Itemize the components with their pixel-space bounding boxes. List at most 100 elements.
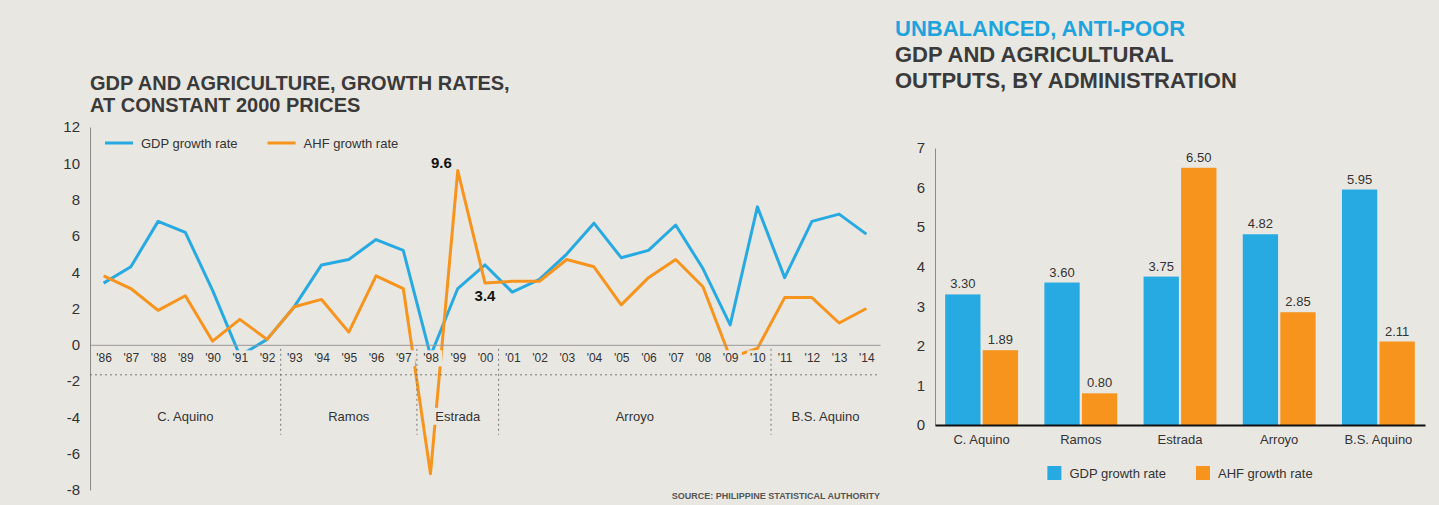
tick: C. Aquino	[953, 425, 1009, 447]
label-patch	[802, 350, 824, 366]
tick: 8	[72, 191, 90, 208]
tick: '00	[475, 345, 497, 367]
tick-label: '04	[587, 351, 603, 365]
source: SOURCE: PHILIPPINE STATISTICAL AUTHORITY	[672, 491, 880, 501]
data-label: 4.82	[1248, 216, 1273, 231]
plot-lines	[104, 171, 867, 474]
legend-swatch	[1047, 466, 1061, 480]
legend-item: AHF growth rate	[268, 136, 399, 151]
label-patch	[432, 408, 484, 425]
label-patch	[856, 350, 878, 366]
tick-label: '14	[859, 351, 875, 365]
tick-label: '00	[478, 351, 494, 365]
tick-label: 2	[72, 300, 80, 317]
label-patch	[325, 408, 373, 425]
tick-label: -6	[67, 445, 80, 462]
legend-label: GDP growth rate	[141, 136, 238, 151]
tick-label: '06	[641, 351, 657, 365]
plot-bars	[945, 168, 1415, 425]
tick-label: 4	[72, 264, 80, 281]
tick: '95	[338, 345, 360, 367]
group-rule	[90, 374, 880, 375]
label-patch	[529, 350, 551, 366]
tick: '05	[611, 345, 633, 367]
tick: 12	[63, 118, 90, 135]
text-line: GDP AND AGRICULTURE, GROWTH RATES,	[90, 72, 510, 94]
bar	[1243, 234, 1278, 425]
label-patch	[611, 350, 633, 366]
tick: '89	[175, 345, 197, 367]
data-labels: 3.303.603.754.825.951.890.806.502.852.11	[950, 150, 1409, 391]
tick-label: 0	[917, 416, 925, 433]
tick-label: '96	[369, 351, 385, 365]
group-separator	[498, 349, 499, 435]
tick-label: '05	[614, 351, 630, 365]
label-patch	[175, 350, 197, 366]
annotation: 9.6	[431, 154, 452, 171]
label-patch	[393, 350, 415, 366]
tick-label: 1	[917, 377, 925, 394]
tick: '12	[802, 345, 824, 367]
bar	[945, 294, 980, 425]
tick-label: 3	[917, 298, 925, 315]
tick: '08	[693, 345, 715, 367]
group-label: B.S. Aquino	[792, 409, 860, 424]
tick: '09	[720, 345, 742, 367]
tick: '99	[447, 345, 469, 367]
tick: Estrada	[1158, 425, 1204, 447]
background	[0, 0, 1439, 505]
tick: '10	[747, 345, 769, 367]
data-label: 2.85	[1285, 294, 1310, 309]
tick: -2	[67, 372, 90, 389]
tick: 7	[917, 139, 935, 156]
tick-label: '93	[287, 351, 303, 365]
tick: '92	[257, 345, 279, 367]
text-line: OUTPUTS, BY ADMINISTRATION	[895, 68, 1237, 93]
tick: 3	[917, 298, 935, 315]
bar-chart: UNBALANCED, ANTI-POORGDP AND AGRICULTURA…	[895, 16, 1426, 481]
text-line: AT CONSTANT 2000 PRICES	[90, 94, 360, 116]
x-axis: C. AquinoRamosEstradaArroyoB.S. Aquino	[936, 425, 1426, 447]
tick-label: '91	[233, 351, 249, 365]
tick-label: '92	[260, 351, 276, 365]
tick: 10	[63, 155, 90, 172]
y-axis: -8-6-4-2024681012	[63, 118, 90, 498]
label-patch	[148, 350, 170, 366]
label-patch	[556, 350, 578, 366]
tick-label: '11	[778, 351, 793, 365]
line-chart: GDP AND AGRICULTURE, GROWTH RATES,AT CON…	[63, 72, 880, 501]
tick-label: '88	[151, 351, 167, 365]
legend: GDP growth rateAHF growth rate	[1047, 466, 1312, 481]
tick-label: '87	[124, 351, 140, 365]
legend-swatch	[105, 142, 133, 145]
tick: '93	[284, 345, 306, 367]
tick-label: '94	[314, 351, 330, 365]
label-patch	[447, 350, 469, 366]
tick: '94	[311, 345, 333, 367]
label-patch	[284, 350, 306, 366]
tick: B.S. Aquino	[1344, 425, 1412, 447]
legend-item: GDP growth rate	[105, 136, 238, 151]
group-separator	[416, 349, 417, 435]
tick-label: -4	[67, 409, 80, 426]
text-line: GDP AND AGRICULTURAL	[895, 42, 1174, 67]
label-patch	[311, 350, 333, 366]
tick: Arroyo	[1260, 425, 1298, 447]
tick: 2	[72, 300, 90, 317]
tick: '06	[638, 345, 660, 367]
label-patch	[202, 350, 224, 366]
label-patch	[502, 350, 524, 366]
label-patch	[775, 350, 796, 366]
tick-label: '13	[832, 351, 848, 365]
bar	[1082, 393, 1117, 425]
label-patch	[475, 350, 497, 366]
data-label: 6.50	[1186, 150, 1211, 165]
label-patch	[366, 350, 388, 366]
bar	[1181, 168, 1216, 425]
label-patch	[789, 408, 863, 425]
legend: GDP growth rate AHF growth rate	[105, 136, 398, 151]
series-line	[104, 171, 867, 474]
tick: '98	[420, 345, 442, 367]
legend-swatch	[268, 142, 296, 145]
bar	[1380, 342, 1415, 425]
